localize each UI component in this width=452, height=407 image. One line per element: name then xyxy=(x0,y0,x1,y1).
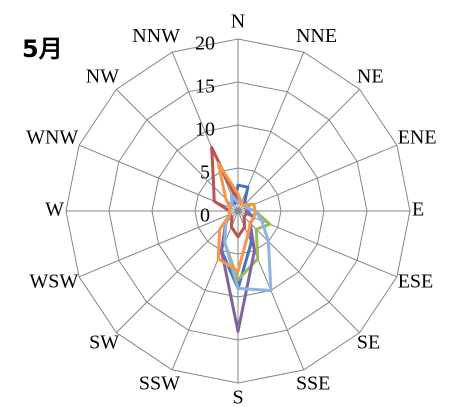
spoke xyxy=(237,89,360,212)
spoke xyxy=(237,210,360,333)
category-label: S xyxy=(232,387,243,407)
spoke xyxy=(237,144,398,212)
radial-tick-label: 10 xyxy=(195,119,215,141)
category-label: SSW xyxy=(139,372,180,394)
radial-tick-label: 15 xyxy=(195,76,215,98)
series-line xyxy=(216,161,257,273)
category-label: SSE xyxy=(296,372,330,394)
category-label: NNE xyxy=(296,25,337,47)
spoke xyxy=(237,210,398,278)
radial-tick-label: 5 xyxy=(200,162,210,184)
category-label: ESE xyxy=(398,271,434,293)
category-label: W xyxy=(45,199,64,221)
category-label: SE xyxy=(357,332,380,354)
spoke xyxy=(78,144,239,212)
spoke xyxy=(171,51,239,212)
category-label: WNW xyxy=(26,127,78,149)
category-label: NNW xyxy=(132,25,180,47)
spoke xyxy=(237,51,305,212)
series-line xyxy=(210,145,249,239)
category-label: N xyxy=(231,11,245,33)
spoke xyxy=(78,210,239,278)
chart-title: 5月 xyxy=(22,35,63,63)
spoke xyxy=(116,89,239,212)
spoke xyxy=(116,210,239,333)
category-label: SW xyxy=(89,332,119,354)
category-label: ENE xyxy=(398,127,437,149)
radial-tick-label: 20 xyxy=(195,33,215,55)
category-label: E xyxy=(412,199,424,221)
category-label: WSW xyxy=(29,271,78,293)
category-label: NW xyxy=(86,66,119,88)
category-label: NE xyxy=(357,66,384,88)
spoke xyxy=(171,210,239,371)
radial-tick-label: 0 xyxy=(200,205,210,227)
